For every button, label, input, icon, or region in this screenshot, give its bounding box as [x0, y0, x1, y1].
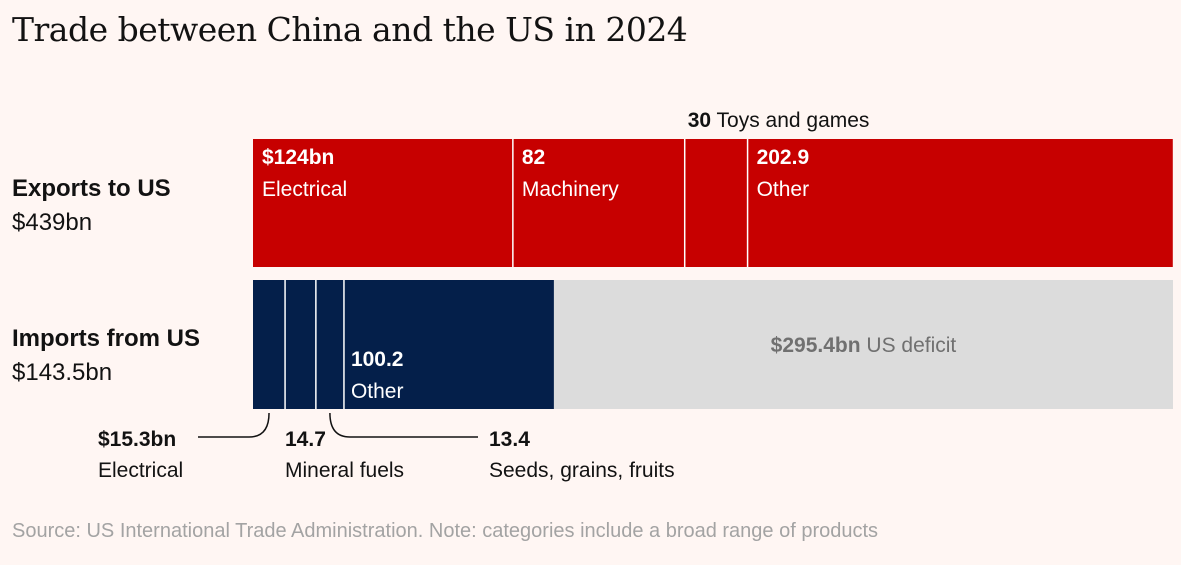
exports-bar-segment-2 — [512, 139, 685, 267]
imports-callout-value-3: 13.4 — [489, 428, 530, 451]
chart-title: Trade between China and the US in 2024 — [12, 10, 688, 49]
exports-bar-segment-3 — [684, 139, 748, 267]
deficit-label: $295.4bn US deficit — [771, 334, 957, 357]
exports-segment-value-1: $124bn — [262, 146, 334, 169]
exports-bar-segment-1 — [253, 139, 513, 267]
imports-callout-category-3: Seeds, grains, fruits — [489, 459, 675, 482]
imports-callout-value-1: $15.3bn — [98, 428, 176, 451]
exports-segment-category-2: Machinery — [522, 178, 619, 201]
imports-callout-value-2: 14.7 — [285, 428, 326, 451]
source-note: Source: US International Trade Administr… — [12, 520, 879, 542]
callout-line-electrical — [198, 412, 270, 438]
exports-segment-category-1: Electrical — [262, 178, 347, 201]
imports-total: $143.5bn — [12, 359, 113, 386]
stacked-bar-chart: $124bn Electrical 82 Machinery 30 Toys and g… — [98, 109, 1173, 482]
imports-callout-category-2: Mineral fuels — [285, 459, 404, 482]
exports-label: Exports to US — [12, 175, 171, 202]
imports-segment-category-4: Other — [351, 380, 404, 403]
exports-segment-label-above-3: 30 Toys and games — [688, 109, 870, 132]
exports-bar-segment-4 — [747, 139, 1173, 267]
deficit-bar-segment — [553, 280, 1173, 409]
imports-bar-segment-1 — [253, 280, 286, 409]
imports-segment-value-4: 100.2 — [351, 348, 404, 371]
exports-segment-value-2: 82 — [522, 146, 545, 169]
imports-label: Imports from US — [12, 325, 201, 352]
exports-segment-category-4: Other — [757, 178, 810, 201]
exports-segment-value-4: 202.9 — [757, 146, 810, 169]
exports-total: $439bn — [12, 209, 93, 236]
imports-bar-segment-4 — [343, 280, 554, 409]
imports-bar-segment-3 — [315, 280, 344, 409]
imports-row-label: Imports from US $143.5bn — [12, 322, 200, 390]
callout-line-seeds — [329, 412, 478, 438]
imports-callout-category-1: Electrical — [98, 459, 183, 482]
exports-row-label: Exports to US $439bn — [12, 172, 171, 240]
imports-bar-segment-2 — [285, 280, 316, 409]
